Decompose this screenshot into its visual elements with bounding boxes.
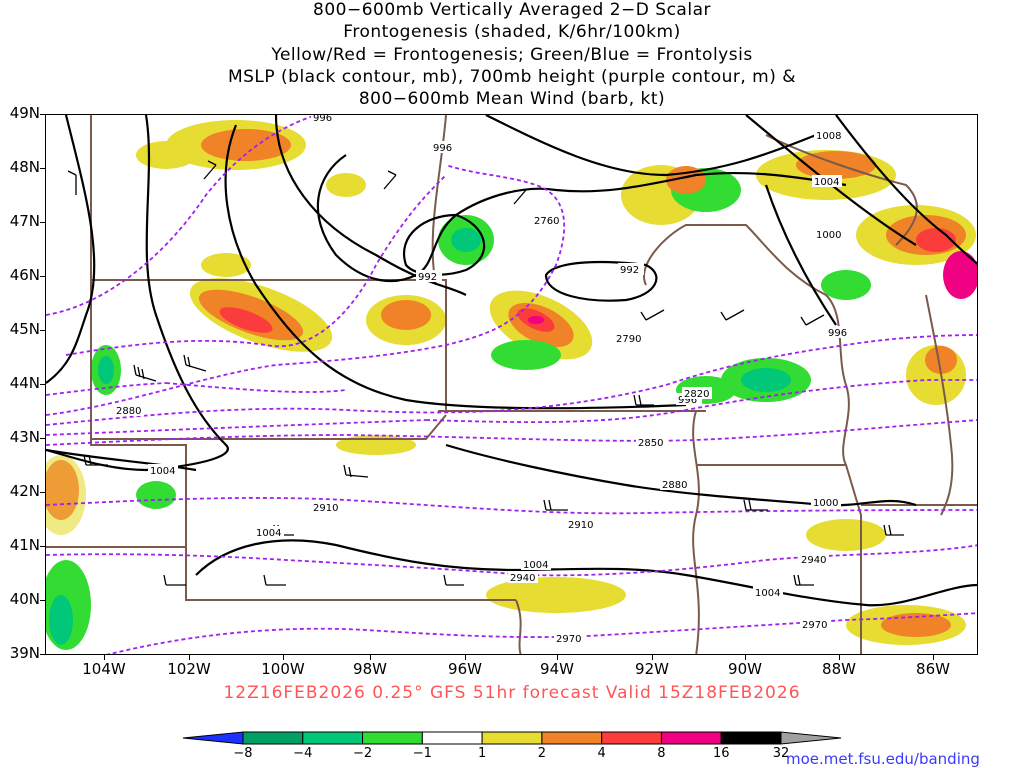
title-line-3: Yellow/Red = Frontogenesis; Green/Blue =…	[271, 45, 753, 65]
lat-label: 41N	[9, 536, 40, 554]
height-label: 2880	[116, 406, 141, 417]
colorbar-segment	[780, 731, 842, 745]
height-label: 2940	[510, 573, 535, 584]
mslp-label: 1004	[814, 177, 839, 188]
lon-label: 104W	[82, 660, 126, 678]
colorbar-segment	[302, 731, 364, 745]
height-label: 2790	[616, 334, 641, 345]
height-label: 2910	[568, 520, 593, 531]
mslp-label: 1000	[813, 498, 838, 509]
colorbar-segment	[362, 731, 423, 745]
shading-layer	[46, 120, 977, 650]
colorbar-tick-label: 8	[657, 746, 666, 761]
colorbar-tick-label: 16	[712, 746, 730, 761]
mslp-label: 996	[433, 143, 452, 154]
lon-label: 98W	[353, 660, 387, 678]
mslp-label: 996	[313, 115, 332, 124]
lat-label: 49N	[9, 104, 40, 122]
map-panel: 996 992 992 996 1008 1004 1000 996 996 1…	[45, 114, 978, 655]
lat-label: 39N	[9, 644, 40, 662]
height-label: 2880	[662, 480, 687, 491]
colorbar-tick-label: −2	[352, 746, 373, 761]
mslp-label: 1000	[816, 230, 841, 241]
colorbar-tick-label: −1	[412, 746, 432, 761]
mslp-label: 996	[678, 395, 697, 406]
mslp-label: 1004	[150, 466, 175, 477]
colorbar-segment	[242, 731, 304, 745]
lat-label: 43N	[9, 428, 40, 446]
lon-label: 96W	[448, 660, 482, 678]
height-contours	[46, 115, 977, 654]
lat-label: 47N	[9, 212, 40, 230]
mslp-label: 1004	[755, 588, 780, 599]
height-label: 2760	[534, 216, 559, 227]
lon-label: 90W	[728, 660, 762, 678]
height-label: 2970	[556, 634, 581, 645]
colorbar-tick-label: −4	[293, 746, 313, 761]
height-label: 2940	[801, 555, 826, 566]
colorbar-tick-label: 1	[477, 746, 487, 761]
credit-url: moe.met.fsu.edu/banding	[786, 750, 980, 768]
title-line-1: 800−600mb Vertically Averaged 2−D Scalar	[313, 0, 711, 20]
colorbar-segment	[660, 731, 722, 745]
mslp-label: 1004	[523, 560, 548, 571]
lon-label: 94W	[540, 660, 574, 678]
colorbar-tick-label: −8	[233, 746, 253, 761]
lat-label: 42N	[9, 482, 40, 500]
mslp-label: 996	[828, 328, 847, 339]
colorbar-tick-label: 4	[597, 746, 606, 761]
lat-label: 48N	[9, 158, 40, 176]
frontogenesis-map: 996 992 992 996 1008 1004 1000 996 996 1…	[46, 115, 977, 654]
height-label: 2850	[638, 438, 663, 449]
colorbar-segment	[541, 731, 603, 745]
mslp-label: 1008	[816, 131, 841, 142]
lon-label: 100W	[261, 660, 305, 678]
height-label: 2970	[802, 620, 827, 631]
lat-label: 46N	[9, 266, 40, 284]
colorbar-segment	[601, 731, 662, 745]
forecast-valid-label: 12Z16FEB2026 0.25° GFS 51hr forecast Val…	[223, 683, 801, 703]
colorbar-segment	[182, 731, 244, 745]
lon-label: 86W	[916, 660, 950, 678]
colorbar-tick-label: 2	[537, 746, 547, 761]
colorbar-segment	[421, 731, 483, 745]
height-label: 2910	[313, 503, 338, 514]
colorbar-segment	[720, 731, 782, 745]
mslp-label: 1004	[256, 528, 281, 539]
lon-label: 92W	[635, 660, 669, 678]
wind-barbs	[67, 160, 904, 586]
lon-label: 88W	[822, 660, 856, 678]
title-line-2: Frontogenesis (shaded, K/6hr/100km)	[343, 22, 681, 42]
colorbar-segment	[481, 731, 543, 745]
mslp-label: 992	[620, 265, 639, 276]
lat-label: 45N	[9, 320, 40, 338]
colorbar-tick-label: 32	[772, 746, 790, 761]
lat-label: 40N	[9, 590, 40, 608]
height-label: 2820	[684, 389, 709, 400]
title-line-4: MSLP (black contour, mb), 700mb height (…	[227, 67, 797, 87]
mslp-label: 992	[418, 272, 437, 283]
state-borders	[46, 115, 977, 654]
title-line-5: 800−600mb Mean Wind (barb, kt)	[358, 89, 666, 109]
lat-label: 44N	[9, 374, 40, 392]
lon-label: 102W	[167, 660, 211, 678]
